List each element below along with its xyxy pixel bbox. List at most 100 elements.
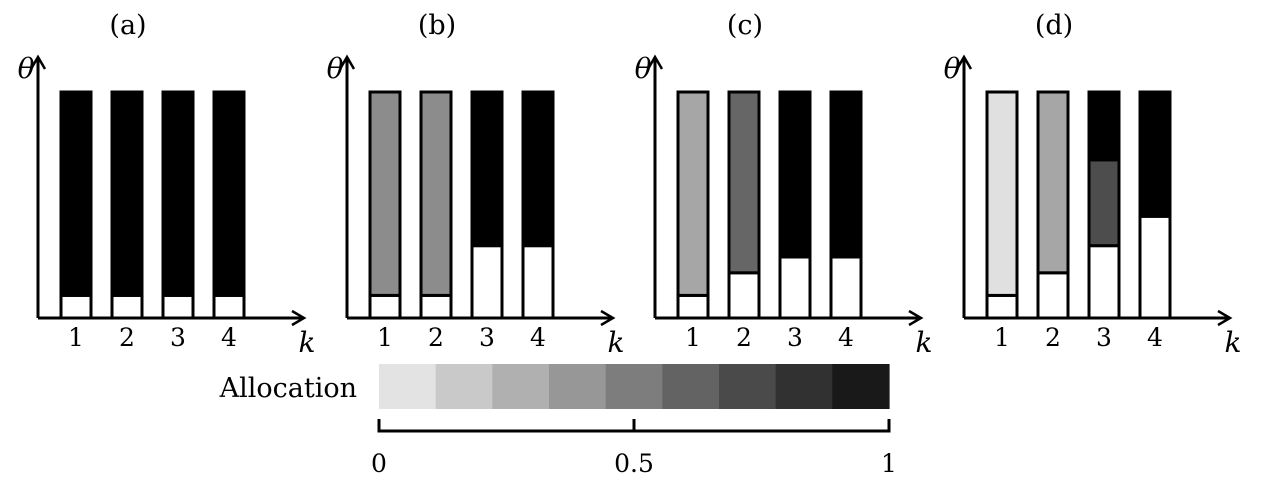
bar-segment [985, 293, 1019, 320]
bar-k4 [1138, 90, 1172, 320]
x-tick-label: 1 [377, 323, 393, 352]
bar-k3 [778, 90, 812, 320]
bar-segment [368, 90, 402, 297]
bar-k1 [676, 90, 710, 320]
x-tick-label: 3 [479, 323, 495, 352]
y-axis-label: θ [635, 52, 652, 85]
bar-k2 [419, 90, 453, 320]
bar-segment [676, 293, 710, 320]
colorbar-swatch [832, 364, 890, 409]
colorbar: Allocation 0 0.5 1 [219, 364, 897, 477]
bar-segment [368, 293, 402, 320]
bar-segment [470, 244, 504, 320]
colorbar-swatch [775, 364, 833, 409]
x-tick-label: 3 [1096, 323, 1112, 352]
x-axis-label: k [608, 326, 625, 359]
bar-segment [212, 293, 246, 320]
panel-1: (a) 1 2 3 4 θ k [18, 10, 316, 359]
bar-k3 [470, 90, 504, 320]
bar-k2 [110, 90, 144, 320]
bar-k4 [829, 90, 863, 320]
bar-k3 [1087, 90, 1121, 320]
panel-label: (d) [1035, 10, 1073, 41]
panel-3: (c) 1 2 3 4 θ k [635, 10, 933, 359]
x-tick-label: 1 [685, 323, 701, 352]
colorbar-tick-label: 0.5 [614, 449, 654, 477]
x-tick-label: 3 [170, 323, 186, 352]
bar-segment [161, 293, 195, 320]
panel-label: (c) [727, 10, 763, 41]
x-tick-label: 1 [68, 323, 84, 352]
x-tick-label: 4 [838, 323, 854, 352]
bar-segment [1138, 214, 1172, 320]
y-axis-label: θ [944, 52, 961, 85]
x-axis-label: k [299, 326, 316, 359]
x-axis-arrowhead [600, 309, 616, 327]
bar-segment [161, 90, 195, 297]
bar-k4 [521, 90, 555, 320]
bar-k1 [985, 90, 1019, 320]
panel-2: (b) 1 2 3 4 θ k [327, 10, 625, 359]
bar-k1 [368, 90, 402, 320]
bar-segment [419, 293, 453, 320]
x-axis-label: k [1225, 326, 1242, 359]
bar-segment [829, 255, 863, 320]
bar-k4 [212, 90, 246, 320]
x-tick-label: 1 [994, 323, 1010, 352]
x-tick-label: 2 [428, 323, 444, 352]
colorbar-swatch [492, 364, 550, 409]
y-axis-arrowhead [955, 54, 973, 70]
colorbar-swatch [549, 364, 607, 409]
x-axis-arrowhead [291, 309, 307, 327]
bar-segment [59, 90, 93, 297]
bar-segment [419, 90, 453, 297]
bar-segment [778, 255, 812, 320]
colorbar-swatch [435, 364, 493, 409]
x-tick-label: 2 [119, 323, 135, 352]
panel-4: (d) 1 2 3 4 θ k [944, 10, 1242, 359]
x-tick-label: 4 [1147, 323, 1163, 352]
bar-segment [985, 90, 1019, 297]
bar-segment [778, 90, 812, 259]
x-axis-label: k [916, 326, 933, 359]
y-axis-label: θ [327, 52, 344, 85]
bar-k1 [59, 90, 93, 320]
bar-segment [1036, 271, 1070, 320]
x-axis-arrowhead [1217, 309, 1233, 327]
bar-segment [1087, 90, 1121, 162]
colorbar-swatch [719, 364, 777, 409]
x-tick-label: 2 [736, 323, 752, 352]
colorbar-swatch [379, 364, 437, 409]
x-axis-arrowhead [908, 309, 924, 327]
x-tick-label: 4 [221, 323, 237, 352]
bar-segment [212, 90, 246, 297]
bar-segment [1087, 158, 1121, 248]
bar-segment [470, 90, 504, 248]
bar-k2 [1036, 90, 1070, 320]
bar-segment [110, 90, 144, 297]
bar-segment [1087, 244, 1121, 320]
bar-segment [521, 244, 555, 320]
bar-segment [727, 90, 761, 275]
panel-label: (b) [418, 10, 456, 41]
bar-segment [110, 293, 144, 320]
bar-segment [727, 271, 761, 320]
bar-segment [1138, 90, 1172, 218]
bar-k3 [161, 90, 195, 320]
bar-segment [521, 90, 555, 248]
bar-segment [676, 90, 710, 297]
x-tick-label: 3 [787, 323, 803, 352]
colorbar-swatch [605, 364, 663, 409]
bar-segment [1036, 90, 1070, 275]
bar-segment [59, 293, 93, 320]
x-tick-label: 2 [1045, 323, 1061, 352]
y-axis-arrowhead [338, 54, 356, 70]
bar-segment [829, 90, 863, 259]
colorbar-label: Allocation [219, 373, 357, 404]
colorbar-swatch [662, 364, 720, 409]
panels: (a) 1 2 3 4 θ k (b) 1 2 3 4 θ k (c) 1 2 3 4 θ k (d) 1 2 3 4 θ k [18, 10, 1242, 359]
y-axis-label: θ [18, 52, 35, 85]
y-axis-arrowhead [646, 54, 664, 70]
panel-label: (a) [109, 10, 146, 41]
